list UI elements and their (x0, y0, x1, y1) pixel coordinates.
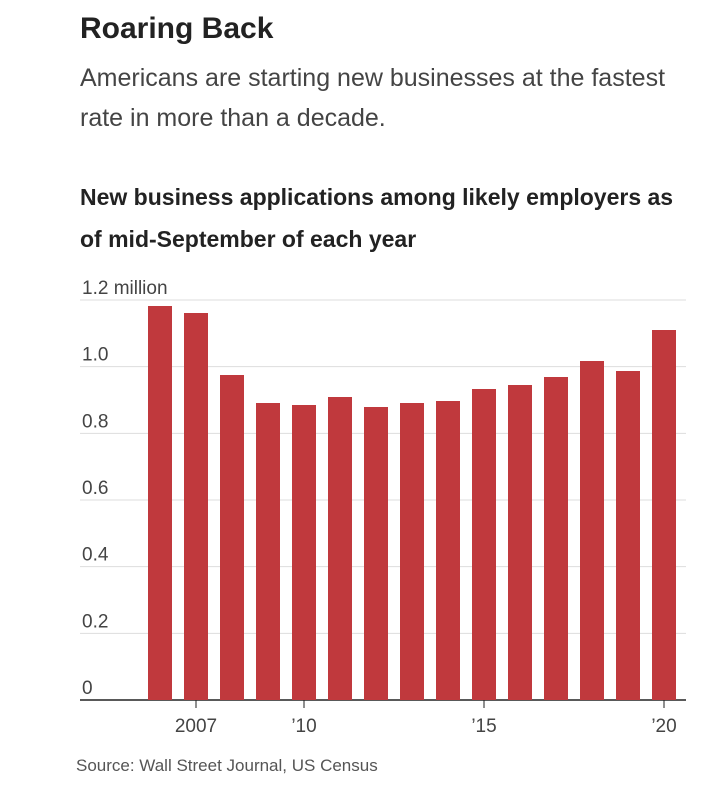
bar (328, 397, 352, 700)
y-tick-label: 0.4 (82, 545, 109, 566)
x-tick-label: ’10 (291, 716, 316, 737)
bar (508, 385, 532, 700)
chart: 0 0.2 0.4 0.6 0.8 1.0 1.2 million 2007 ’10 ’15 ’20 (80, 278, 686, 737)
bar (400, 403, 424, 700)
y-tick-label: 1.2 million (82, 278, 168, 299)
subtitle: Americans are starting new businesses at… (80, 64, 666, 132)
title: Roaring Back (80, 12, 274, 45)
y-tick-label: 0 (82, 678, 93, 699)
chart-title: New business applications among likely e… (80, 184, 674, 252)
bar (364, 407, 388, 700)
bar (256, 403, 280, 700)
source: Source: Wall Street Journal, US Census (76, 756, 378, 775)
y-tick-label: 0.8 (82, 411, 108, 432)
bar (652, 330, 676, 700)
bar (148, 306, 172, 700)
bar (544, 377, 568, 700)
bar (292, 405, 316, 700)
x-tick-label: ’20 (651, 716, 676, 737)
y-tick-label: 1.0 (82, 345, 108, 366)
y-tick-label: 0.2 (82, 611, 108, 632)
bar (436, 401, 460, 700)
bar (616, 371, 640, 700)
bar (184, 313, 208, 700)
bar (220, 375, 244, 700)
x-tick-label: ’15 (471, 716, 496, 737)
y-tick-label: 0.6 (82, 478, 108, 499)
bar (580, 361, 604, 700)
bar (472, 389, 496, 700)
x-tick-label: 2007 (175, 716, 217, 737)
